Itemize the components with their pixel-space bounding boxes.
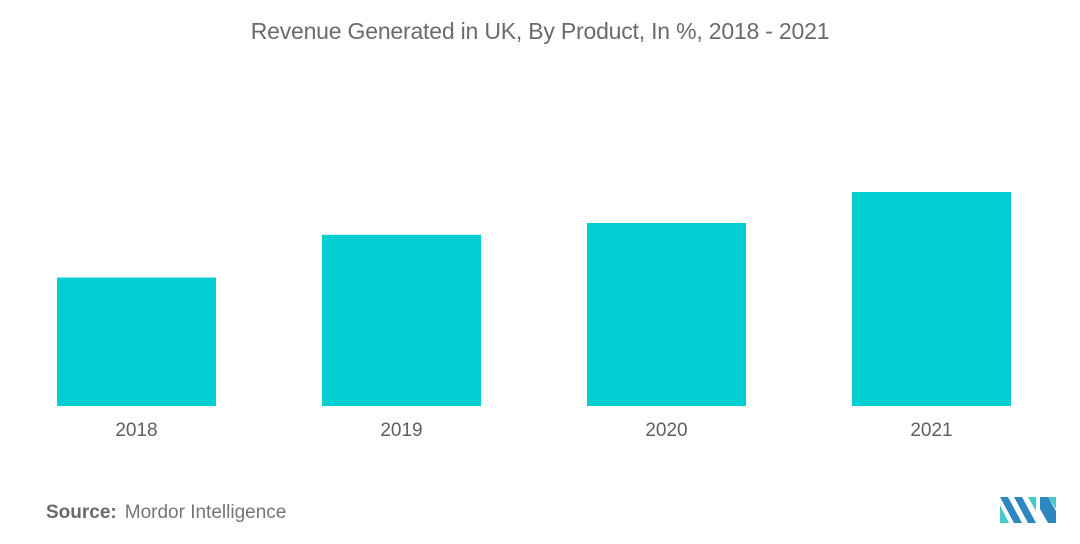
x-tick-label: 2021 (910, 420, 952, 441)
x-tick-label: 2020 (645, 420, 687, 441)
x-tick-label: 2019 (380, 420, 422, 441)
mordor-intelligence-logo-icon (1000, 497, 1056, 523)
bar-chart: 2018 2019 2020 2021 (57, 192, 1011, 441)
source-label: Source: (46, 502, 117, 523)
bar-2019 (322, 234, 481, 406)
bar-2020 (587, 223, 746, 406)
bar-2021 (852, 192, 1011, 406)
chart-title: Revenue Generated in UK, By Product, In … (250, 18, 830, 44)
source-note: Source: Mordor Intelligence (46, 502, 286, 524)
source-value: Mordor Intelligence (124, 502, 287, 523)
x-tick-label: 2018 (115, 420, 157, 441)
bar-2018 (57, 277, 216, 406)
